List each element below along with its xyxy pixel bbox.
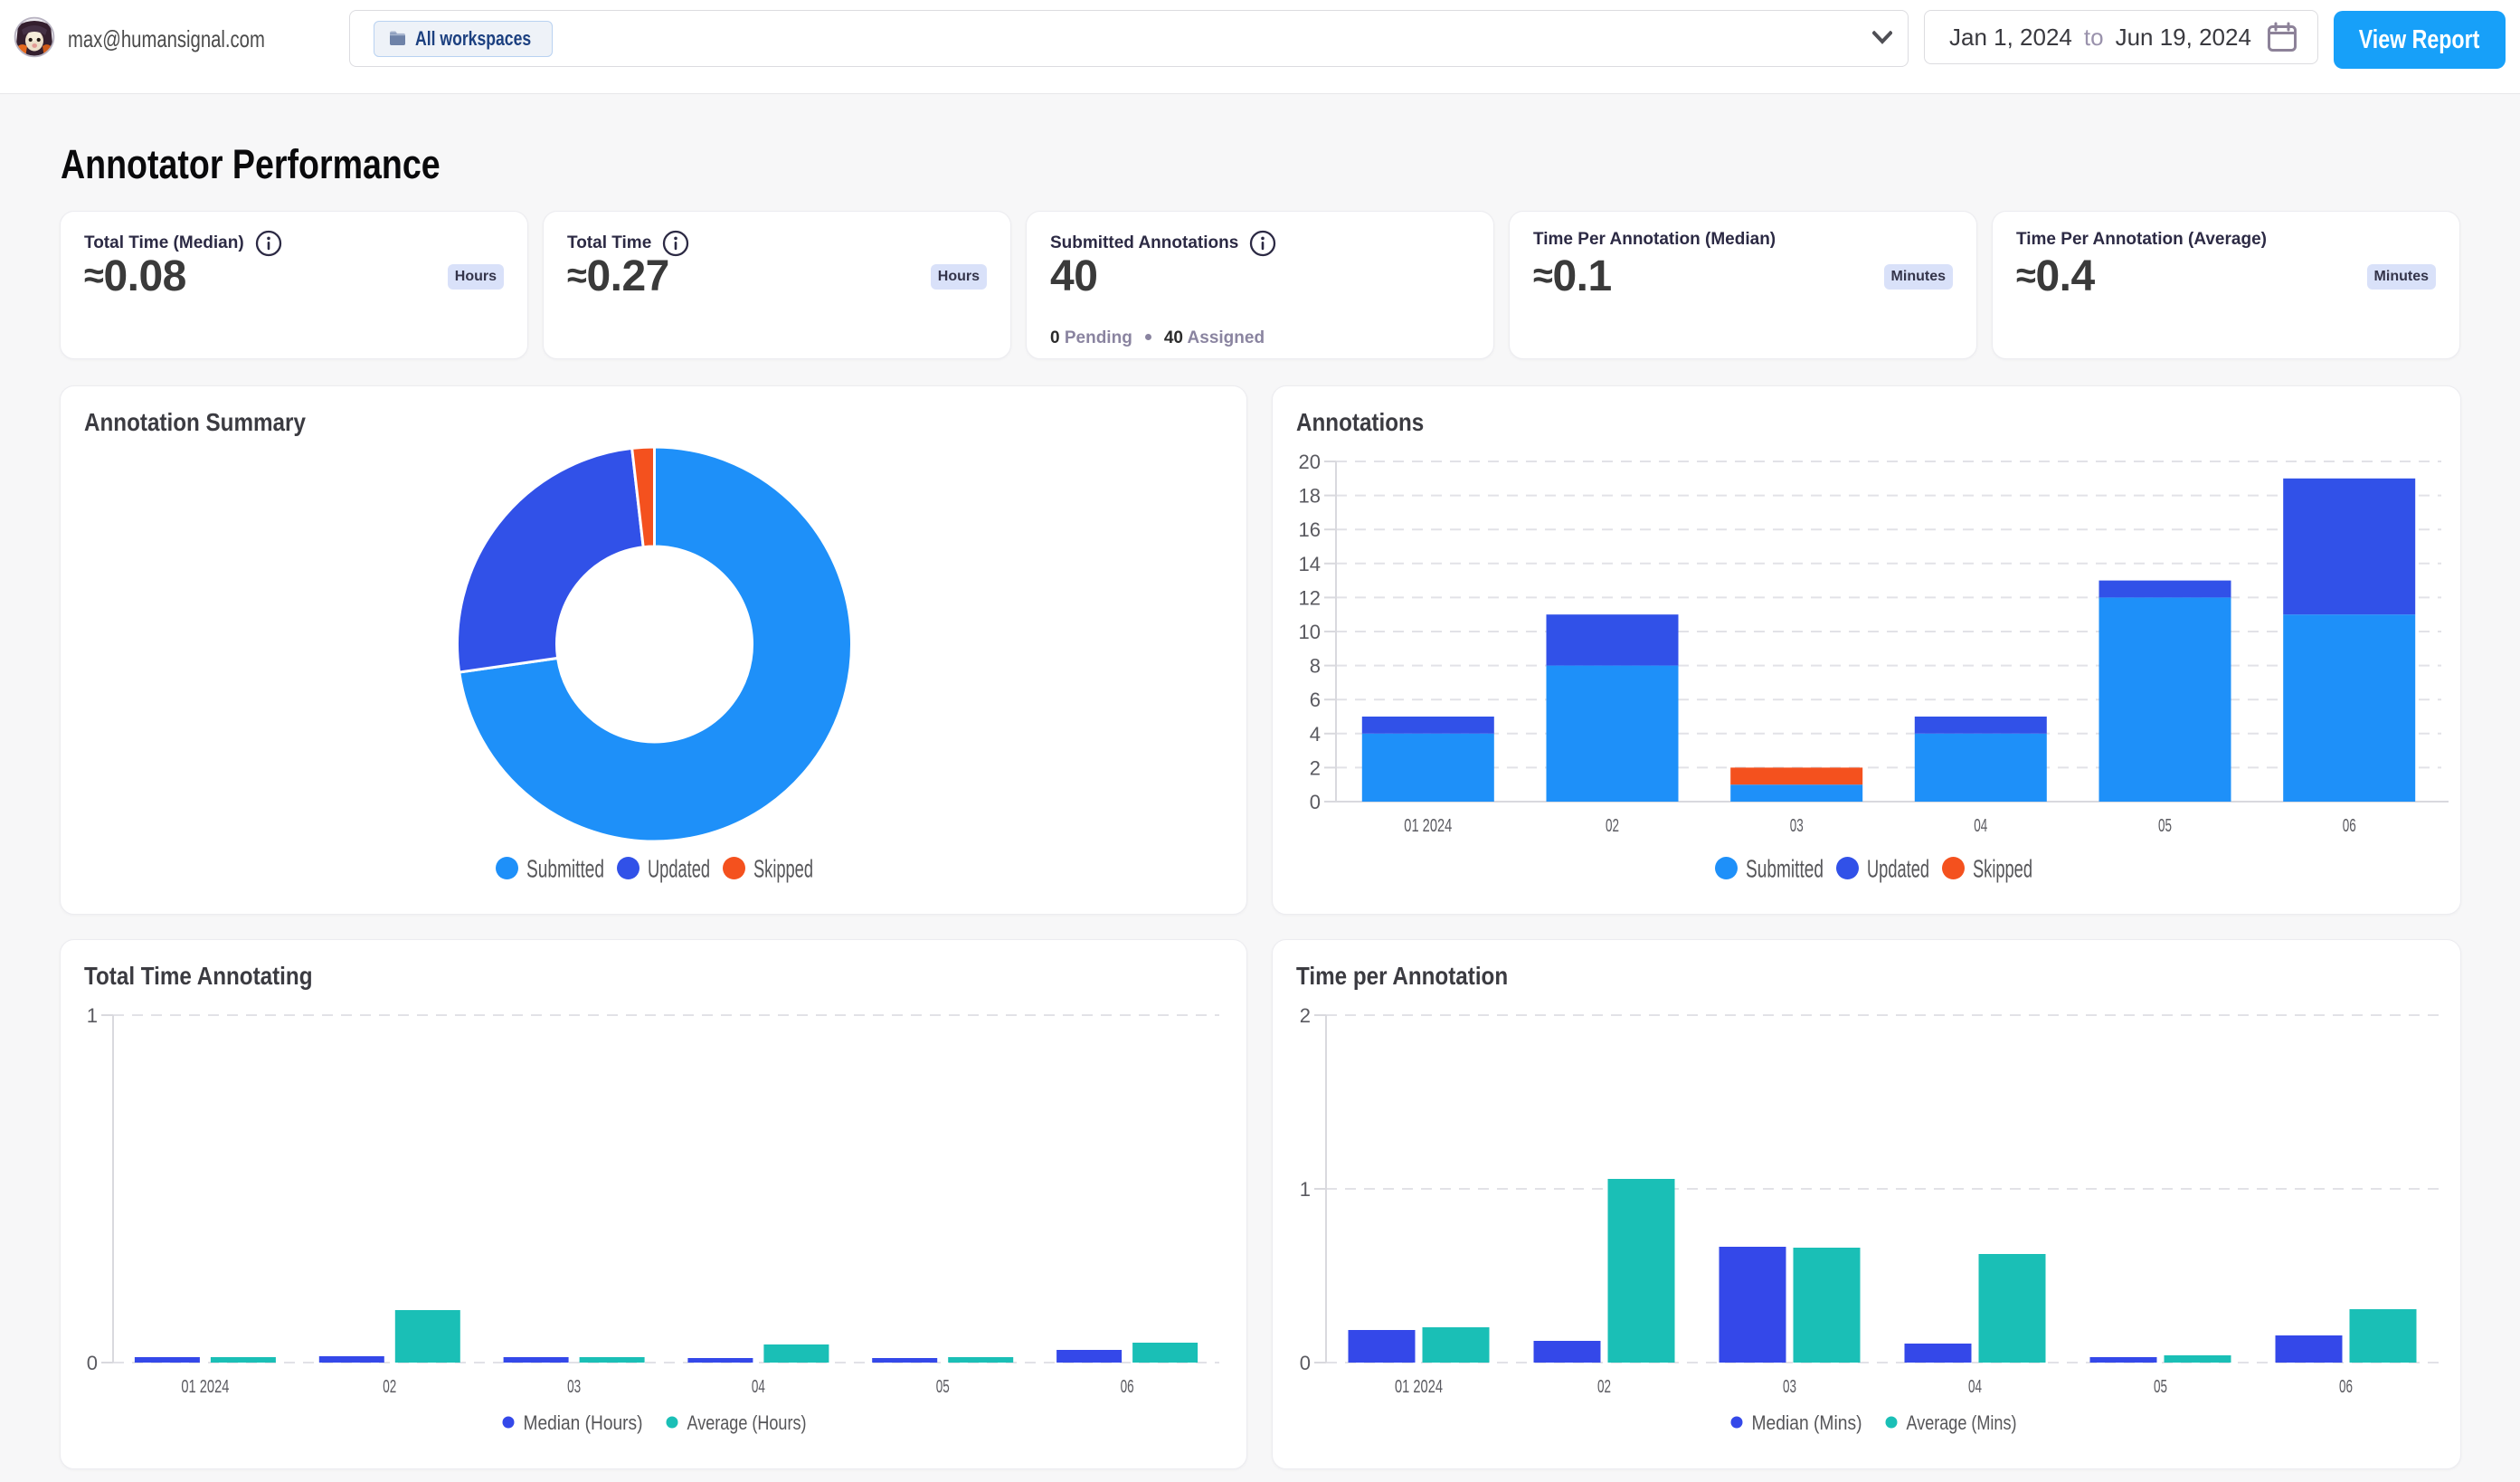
svg-text:02: 02 [1606, 816, 1619, 836]
svg-text:02: 02 [383, 1377, 396, 1397]
svg-text:Updated: Updated [1867, 855, 1929, 883]
svg-text:04: 04 [1974, 816, 1987, 836]
svg-text:06: 06 [2339, 1377, 2353, 1397]
svg-text:16: 16 [1299, 518, 1321, 541]
svg-text:0: 0 [1310, 791, 1321, 813]
svg-text:01 2024: 01 2024 [181, 1377, 229, 1397]
svg-text:0: 0 [1300, 1352, 1311, 1374]
svg-text:2: 2 [1300, 1004, 1311, 1027]
svg-text:2: 2 [1310, 756, 1321, 779]
svg-text:06: 06 [1121, 1377, 1134, 1397]
svg-text:Updated: Updated [648, 855, 710, 883]
svg-text:6: 6 [1310, 689, 1321, 711]
svg-text:1: 1 [1300, 1178, 1311, 1201]
svg-text:06: 06 [2343, 816, 2356, 836]
svg-text:14: 14 [1299, 553, 1321, 575]
svg-text:Skipped: Skipped [753, 855, 813, 883]
svg-text:03: 03 [1790, 816, 1804, 836]
svg-text:Median (Hours): Median (Hours) [524, 1411, 643, 1434]
svg-text:04: 04 [1968, 1377, 1982, 1397]
svg-text:18: 18 [1299, 485, 1321, 508]
svg-text:Median (Mins): Median (Mins) [1752, 1411, 1862, 1434]
svg-text:Submitted: Submitted [1746, 855, 1824, 883]
svg-text:05: 05 [2154, 1377, 2167, 1397]
svg-text:Average (Hours): Average (Hours) [687, 1411, 807, 1434]
svg-text:8: 8 [1310, 655, 1321, 678]
svg-text:05: 05 [936, 1377, 950, 1397]
svg-text:01 2024: 01 2024 [1395, 1377, 1443, 1397]
svg-text:0: 0 [87, 1352, 98, 1374]
svg-text:02: 02 [1597, 1377, 1611, 1397]
svg-text:Skipped: Skipped [1973, 855, 2032, 883]
svg-text:01 2024: 01 2024 [1404, 816, 1452, 836]
svg-text:Submitted: Submitted [526, 855, 604, 883]
svg-text:4: 4 [1310, 723, 1321, 746]
svg-text:Average (Mins): Average (Mins) [1907, 1411, 2017, 1434]
svg-text:1: 1 [87, 1004, 98, 1027]
svg-text:03: 03 [1783, 1377, 1796, 1397]
svg-text:10: 10 [1299, 621, 1321, 643]
svg-text:05: 05 [2158, 816, 2172, 836]
svg-text:04: 04 [752, 1377, 765, 1397]
svg-text:03: 03 [567, 1377, 581, 1397]
svg-text:20: 20 [1299, 451, 1321, 473]
svg-text:12: 12 [1299, 586, 1321, 609]
